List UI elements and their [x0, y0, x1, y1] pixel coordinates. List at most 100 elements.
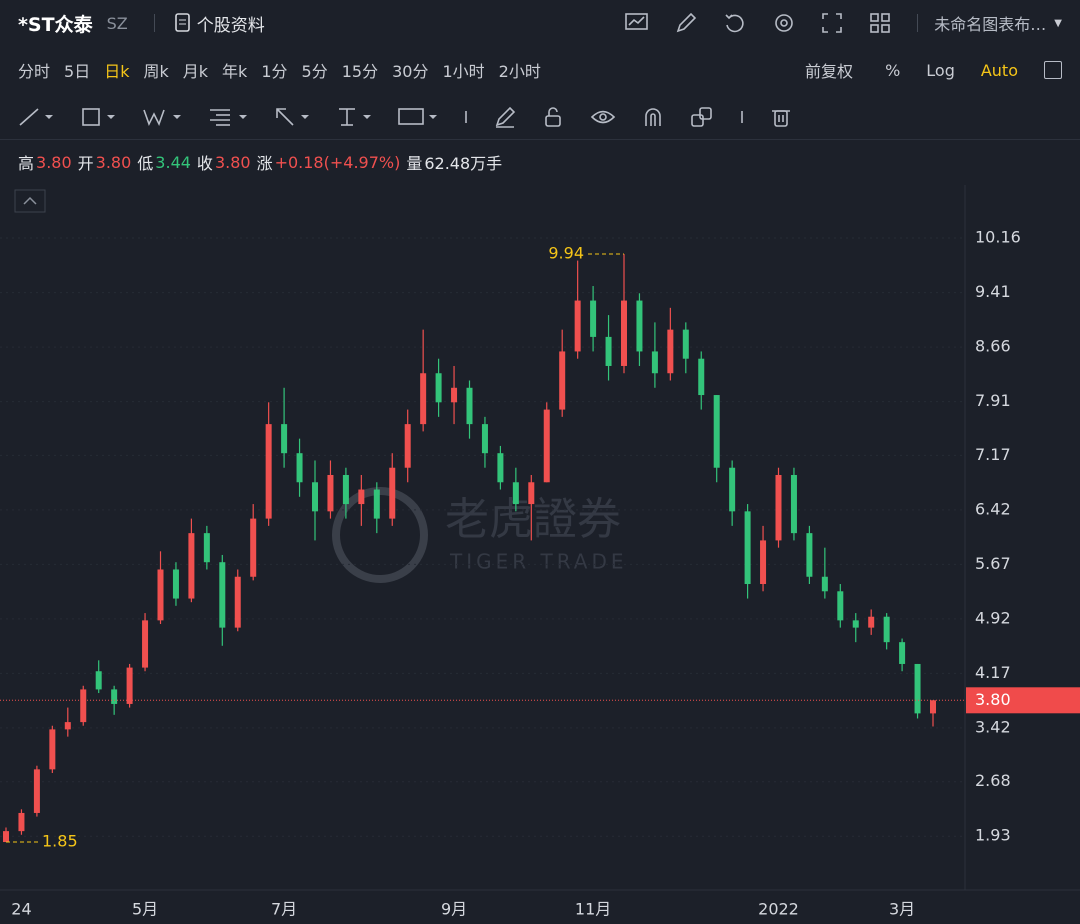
candle-body — [265, 424, 272, 519]
candle-body — [790, 474, 797, 534]
y-tick-label: 7.91 — [975, 391, 1011, 410]
x-tick-label: 2022 — [758, 900, 799, 919]
profile-link[interactable]: 个股资料 — [196, 15, 265, 36]
period-tab[interactable]: 5日 — [64, 62, 91, 81]
info-label: 高 — [18, 154, 35, 173]
period-tab[interactable]: 30分 — [392, 62, 429, 81]
candle-body — [435, 373, 442, 403]
tool-clone[interactable] — [690, 106, 714, 128]
candle-body — [837, 591, 844, 621]
period-tab[interactable]: 年k — [222, 62, 248, 81]
icon-refresh[interactable] — [723, 12, 747, 34]
candle-body — [605, 336, 612, 366]
icon-indicator[interactable] — [625, 12, 649, 34]
icon-draw[interactable] — [675, 12, 697, 34]
candle-body — [172, 569, 179, 599]
candle-body — [636, 300, 643, 352]
candle-body — [466, 387, 473, 425]
info-label: 低 — [137, 154, 154, 173]
candle-body — [497, 453, 504, 483]
period-tab[interactable]: 周k — [143, 62, 169, 81]
info-value: 62.48万手 — [424, 154, 503, 173]
candle-body — [481, 424, 488, 454]
tool-text[interactable] — [398, 106, 438, 128]
candle-body — [821, 576, 828, 592]
layout-select[interactable]: 未命名图表布… — [934, 15, 1047, 34]
x-tick-label: 3月 — [889, 900, 915, 919]
tool-pattern[interactable] — [142, 106, 182, 128]
candle-body — [590, 300, 597, 337]
candle-body — [389, 467, 396, 519]
candle-body — [559, 351, 566, 410]
icon-layout[interactable] — [869, 12, 891, 34]
candle-body — [296, 453, 303, 483]
candle-body — [281, 424, 288, 454]
info-label: 涨 — [256, 154, 273, 173]
y-tick-label: 9.41 — [975, 282, 1011, 301]
info-value: 3.44 — [155, 152, 191, 172]
candle-body — [358, 489, 365, 505]
option[interactable]: 前复权 — [805, 62, 854, 81]
tool-lock[interactable] — [542, 106, 564, 128]
last-price-box — [966, 687, 1080, 714]
candle-body — [219, 562, 226, 628]
candle-body — [111, 689, 118, 704]
tool-pen[interactable] — [494, 106, 516, 128]
candle-body — [574, 300, 581, 352]
candle-body — [327, 474, 334, 512]
tool-eye[interactable] — [590, 106, 616, 128]
drawing-toolbar — [0, 94, 1080, 140]
y-tick-label: 10.16 — [975, 228, 1021, 247]
period-tab[interactable]: 日k — [104, 62, 130, 81]
candle-body — [33, 769, 40, 813]
period-tab[interactable]: 分时 — [18, 62, 51, 81]
info-value: +0.18(+4.97%) — [274, 152, 401, 172]
icon-fullscreen[interactable] — [821, 12, 843, 34]
info-value: 3.80 — [95, 152, 132, 172]
option[interactable]: % — [885, 60, 901, 80]
last-price-label: 3.80 — [975, 690, 1011, 709]
candle-body — [698, 358, 705, 396]
option[interactable]: Auto — [980, 60, 1018, 80]
candle-body — [234, 576, 241, 628]
tool-fib[interactable] — [208, 106, 248, 128]
y-tick-label: 6.42 — [975, 499, 1011, 518]
info-label: 收 — [196, 154, 213, 173]
candle-body — [404, 424, 411, 468]
candle-body — [126, 667, 133, 704]
period-tab[interactable]: 5分 — [301, 62, 328, 81]
candle-body — [682, 329, 689, 359]
period-bar: 分时 5日 日k 周k 月k 年k 1分 5分 15分 30分 1小时 2小时 前复权% Log Auto — [0, 48, 1080, 92]
tool-arrow[interactable] — [274, 106, 310, 128]
tool-measure[interactable] — [336, 106, 372, 128]
candle-body — [868, 616, 875, 628]
period-tab[interactable]: 2小时 — [498, 62, 541, 81]
doc-icon — [174, 13, 190, 32]
candle-body — [914, 663, 921, 714]
expand-icon[interactable] — [1044, 61, 1062, 79]
period-tab[interactable]: 月k — [182, 62, 209, 81]
tool-rect[interactable] — [80, 106, 116, 128]
candle-body — [188, 533, 195, 599]
watermark: TIGER TRADE — [449, 550, 628, 574]
x-tick-label: 7月 — [271, 900, 297, 919]
candle-body — [713, 395, 720, 468]
candle-body — [142, 620, 149, 668]
candle-body — [744, 511, 751, 585]
period-tab[interactable]: 1分 — [261, 62, 288, 81]
period-tab[interactable]: 1小时 — [442, 62, 485, 81]
x-tick-label: 9月 — [441, 900, 467, 919]
divider — [153, 14, 155, 32]
tool-magnet[interactable] — [642, 106, 664, 128]
tool-line[interactable] — [18, 106, 54, 128]
tool-delete[interactable] — [770, 106, 792, 128]
candle-body — [157, 569, 164, 621]
option[interactable]: Log — [926, 60, 955, 80]
icon-settings[interactable] — [773, 12, 795, 34]
x-tick-label: 11月 — [575, 900, 611, 919]
candle-body — [250, 518, 257, 577]
period-tab[interactable]: 15分 — [341, 62, 379, 81]
info-value: 3.80 — [36, 152, 72, 172]
candle-body — [420, 373, 427, 425]
